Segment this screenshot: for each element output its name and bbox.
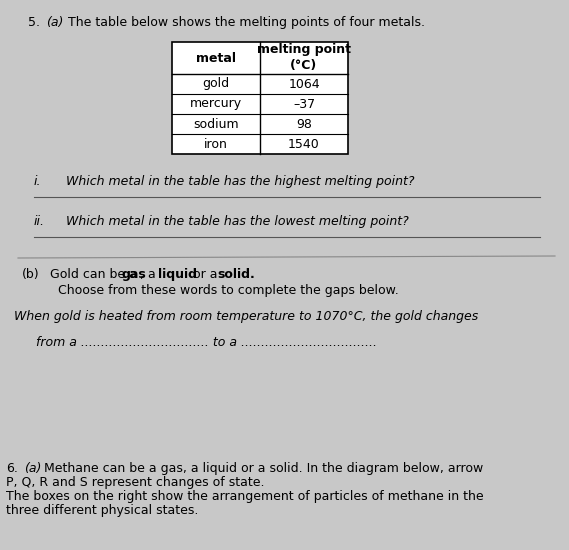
Bar	[172, 42, 348, 154]
Text: (a): (a)	[24, 462, 42, 475]
Text: melting point
(°C): melting point (°C)	[257, 43, 351, 73]
Text: –37: –37	[293, 97, 315, 111]
Text: 98: 98	[296, 118, 312, 130]
Text: Choose from these words to complete the gaps below.: Choose from these words to complete the …	[58, 284, 399, 297]
Text: P, Q, R and S represent changes of state.: P, Q, R and S represent changes of state…	[6, 476, 265, 489]
Text: The boxes on the right show the arrangement of particles of methane in the: The boxes on the right show the arrangem…	[6, 490, 484, 503]
Text: ii.: ii.	[34, 215, 45, 228]
Text: iron: iron	[204, 138, 228, 151]
Text: , a: , a	[140, 268, 160, 281]
Text: gold: gold	[203, 78, 229, 91]
Text: Methane can be a gas, a liquid or a solid. In the diagram below, arrow: Methane can be a gas, a liquid or a soli…	[44, 462, 483, 475]
Text: The table below shows the melting points of four metals.: The table below shows the melting points…	[68, 16, 425, 29]
Text: i.: i.	[34, 175, 42, 188]
Text: Which metal in the table has the lowest melting point?: Which metal in the table has the lowest …	[66, 215, 409, 228]
Text: solid.: solid.	[217, 268, 255, 281]
Text: or a: or a	[189, 268, 221, 281]
Text: (a): (a)	[46, 16, 63, 29]
Text: gas: gas	[122, 268, 147, 281]
Text: 1064: 1064	[288, 78, 320, 91]
Text: from a ................................ to a ..................................: from a ................................ …	[36, 336, 377, 349]
Text: sodium: sodium	[193, 118, 239, 130]
Text: (b): (b)	[22, 268, 40, 281]
Text: 6.: 6.	[6, 462, 18, 475]
Text: metal: metal	[196, 52, 236, 64]
Text: Gold can be a: Gold can be a	[50, 268, 141, 281]
Text: When gold is heated from room temperature to 1070°C, the gold changes: When gold is heated from room temperatur…	[14, 310, 479, 323]
Text: liquid: liquid	[158, 268, 197, 281]
Text: Which metal in the table has the highest melting point?: Which metal in the table has the highest…	[66, 175, 414, 188]
Text: three different physical states.: three different physical states.	[6, 504, 199, 517]
Text: mercury: mercury	[190, 97, 242, 111]
Text: 5.: 5.	[28, 16, 40, 29]
Text: 1540: 1540	[288, 138, 320, 151]
